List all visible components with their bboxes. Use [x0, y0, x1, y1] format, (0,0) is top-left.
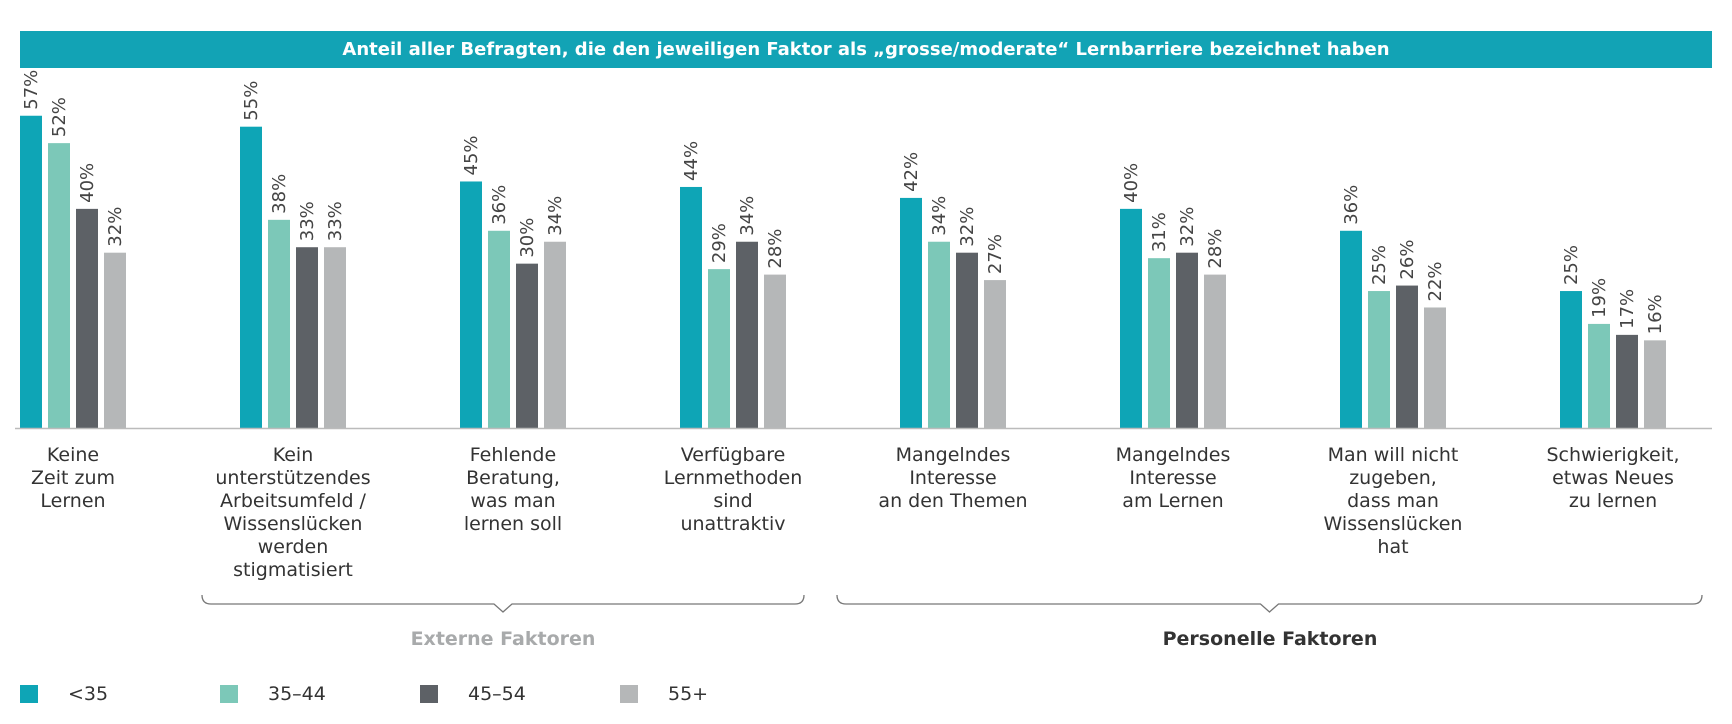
bar-6-series-1 [1120, 208, 1142, 428]
value-label-8-series-1: 25% [1561, 245, 1582, 285]
legend-label: <35 [68, 683, 109, 705]
bar-4-series-3 [736, 241, 758, 428]
value-label-7-series-4: 22% [1425, 261, 1446, 301]
value-label-3-series-4: 34% [545, 196, 566, 236]
bar-8-series-1 [1560, 291, 1582, 428]
value-label-1-series-1: 57% [21, 70, 42, 110]
legend-label: 45–54 [468, 683, 526, 705]
bar-2-series-4 [324, 247, 346, 428]
bar-5-series-3 [956, 252, 978, 428]
category-label-2: Kein unterstützendes Arbeitsumfeld / Wis… [215, 444, 371, 581]
legend-swatch [620, 685, 638, 703]
legend-swatch [220, 685, 238, 703]
bar-3-series-2 [488, 230, 510, 428]
bar-8-series-4 [1644, 340, 1666, 428]
group-label-personal-factors: Personelle Faktoren [1162, 628, 1378, 650]
legend-item-45-54: 45–54 [420, 681, 560, 705]
category-label-5: Mangelndes Interesse an den Themen [878, 444, 1028, 512]
legend-item-35-44: 35–44 [220, 681, 360, 705]
bar-7-series-4 [1424, 307, 1446, 428]
bar-2-series-3 [296, 247, 318, 428]
group-label-external-factors: Externe Faktoren [410, 628, 596, 650]
bar-8-series-2 [1588, 323, 1610, 428]
value-labels-layer: 57% 52% 40% 32% 55% 38% 33% 33% 45% 36% 30% 34% 44% 2… [21, 70, 1666, 335]
chart-title-area: Anteil aller Befragten, die den jeweilig… [20, 31, 1712, 68]
legend-item-55-plus: 55+ [620, 681, 740, 705]
bars-layer [20, 115, 1666, 429]
value-label-2-series-3: 33% [297, 201, 318, 241]
bar-2-series-2 [268, 219, 290, 428]
category-label-4: Verfügbare Lernmethoden sind unattraktiv [663, 444, 803, 535]
value-label-3-series-3: 30% [517, 218, 538, 258]
bar-1-series-4 [104, 252, 126, 428]
value-label-4-series-4: 28% [765, 229, 786, 269]
bar-7-series-1 [1340, 230, 1362, 428]
value-label-4-series-3: 34% [737, 196, 758, 236]
bar-1-series-3 [76, 208, 98, 428]
bar-3-series-4 [544, 241, 566, 428]
value-label-2-series-4: 33% [325, 201, 346, 241]
bar-5-series-2 [928, 241, 950, 428]
legend-label: 35–44 [268, 683, 326, 705]
bar-6-series-4 [1204, 274, 1226, 428]
bar-3-series-3 [516, 263, 538, 428]
value-label-5-series-2: 34% [929, 196, 950, 236]
personal-factors-bracket [836, 594, 1703, 613]
category-label-3: Fehlende Beratung, was man lernen soll [463, 444, 563, 535]
bar-3-series-1 [460, 181, 482, 428]
legend-swatch [420, 685, 438, 703]
category-label-1: Keine Zeit zum Lernen [31, 444, 115, 512]
value-label-6-series-4: 28% [1205, 229, 1226, 269]
bar-8-series-3 [1616, 334, 1638, 428]
value-label-7-series-1: 36% [1341, 185, 1362, 225]
value-label-6-series-3: 32% [1177, 207, 1198, 247]
value-label-6-series-1: 40% [1121, 163, 1142, 203]
value-label-4-series-1: 44% [681, 141, 702, 181]
value-label-7-series-3: 26% [1397, 240, 1418, 280]
category-label-8: Schwierigkeit, etwas Neues zu lernen [1546, 444, 1680, 512]
value-label-7-series-2: 25% [1369, 245, 1390, 285]
bar-7-series-3 [1396, 285, 1418, 428]
value-label-2-series-2: 38% [269, 174, 290, 214]
title-bar-background [20, 31, 1712, 68]
legend-label: 55+ [668, 683, 709, 705]
value-label-3-series-1: 45% [461, 135, 482, 175]
value-label-1-series-2: 52% [49, 97, 70, 137]
value-label-1-series-3: 40% [77, 163, 98, 203]
bar-4-series-1 [680, 186, 702, 428]
bar-6-series-3 [1176, 252, 1198, 428]
bar-2-series-1 [240, 126, 262, 429]
value-label-6-series-2: 31% [1149, 212, 1170, 252]
value-label-5-series-3: 32% [957, 207, 978, 247]
value-label-2-series-1: 55% [241, 81, 262, 121]
category-label-7: Man will nicht zugeben, dass man Wissens… [1323, 444, 1463, 558]
bar-5-series-1 [900, 197, 922, 428]
category-label-6: Mangelndes Interesse am Lernen [1115, 444, 1231, 512]
value-label-4-series-2: 29% [709, 223, 730, 263]
bar-6-series-2 [1148, 258, 1170, 428]
value-label-5-series-1: 42% [901, 152, 922, 192]
value-label-3-series-2: 36% [489, 185, 510, 225]
value-label-8-series-3: 17% [1617, 289, 1638, 329]
bar-1-series-2 [48, 143, 70, 428]
bar-4-series-2 [708, 269, 730, 428]
bar-4-series-4 [764, 274, 786, 428]
value-label-8-series-2: 19% [1589, 278, 1610, 318]
legend-swatch [20, 685, 38, 703]
bar-5-series-4 [984, 280, 1006, 428]
value-label-1-series-4: 32% [105, 207, 126, 247]
bar-1-series-1 [20, 115, 42, 428]
value-label-8-series-4: 16% [1645, 294, 1666, 334]
value-label-5-series-4: 27% [985, 234, 1006, 274]
legend-item-under-35: <35 [20, 681, 140, 705]
bar-7-series-2 [1368, 291, 1390, 428]
chart-title: Anteil aller Befragten, die den jeweilig… [342, 39, 1390, 60]
external-factors-bracket [201, 594, 805, 613]
